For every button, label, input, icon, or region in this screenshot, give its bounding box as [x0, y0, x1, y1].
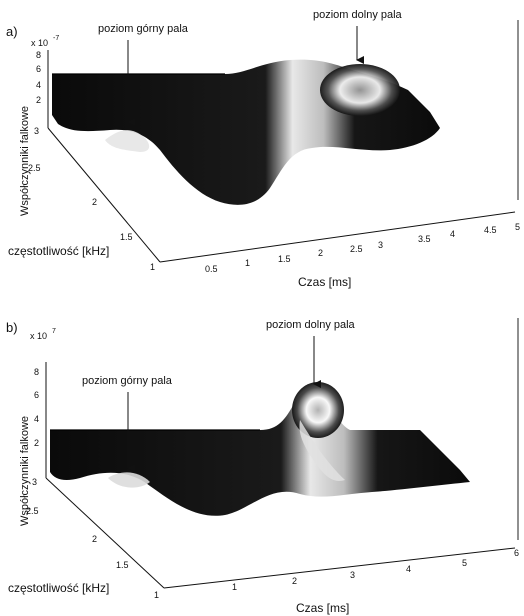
panel-b-ztick-6: 6: [34, 390, 39, 400]
panel-b-ttick-5: 5: [462, 558, 467, 568]
panel-a-exponent-power: -7: [53, 35, 59, 42]
panel-b-ztick-4: 4: [34, 414, 39, 424]
panel-a-ztick-4: 4: [36, 80, 41, 90]
panel-a-ftick-2-5: 2.5: [28, 163, 41, 173]
panel-a-annotation-lower: poziom dolny pala: [313, 9, 403, 21]
panel-b-surface: [50, 389, 470, 516]
panel-b-ztick-8: 8: [34, 367, 39, 377]
panel-b-letter: b): [6, 320, 18, 335]
panel-b-exponent: x 10: [30, 331, 47, 341]
panel-b-time-label: Czas [ms]: [296, 601, 349, 615]
panel-a-ttick-0-5: 0.5: [205, 264, 218, 274]
panel-a-ttick-4: 4: [450, 229, 455, 239]
panel-a-annotation-upper: poziom górny pala: [98, 23, 189, 35]
panel-b-annotation-upper: poziom górny pala: [82, 375, 173, 387]
panel-a-letter: a): [6, 24, 18, 39]
panel-b-annotation-lower: poziom dolny pala: [266, 319, 356, 331]
panel-a-ftick-2: 2: [92, 197, 97, 207]
panel-a-ttick-2-5: 2.5: [350, 244, 363, 254]
panel-a-ttick-3: 3: [378, 240, 383, 250]
panel-a-ztick-8: 8: [36, 50, 41, 60]
panel-a-ztick-6: 6: [36, 64, 41, 74]
panel-b-ylabel: Współczynniki falkowe: [19, 416, 31, 526]
panel-b-ftick-2-5: 2.5: [26, 506, 39, 516]
panel-b-ttick-4: 4: [406, 564, 411, 574]
panel-b-freq-label: częstotliwość [kHz]: [8, 581, 109, 595]
panel-a-ttick-4-5: 4.5: [484, 225, 497, 235]
panel-b-ftick-3: 3: [32, 477, 37, 487]
panel-b-ztick-2: 2: [34, 438, 39, 448]
panel-b-ttick-3: 3: [350, 570, 355, 580]
panel-b-ftick-1: 1: [154, 590, 159, 600]
panel-a-ttick-3-5: 3.5: [418, 234, 431, 244]
panel-b-exponent-power: 7: [52, 328, 56, 335]
panel-a-ftick-1: 1: [150, 262, 155, 272]
panel-a-ftick-3: 3: [34, 126, 39, 136]
panel-b-ttick-2: 2: [292, 576, 297, 586]
panel-a-ttick-2: 2: [318, 248, 323, 258]
panel-b-ftick-2: 2: [92, 534, 97, 544]
panel-b-ttick-6: 6: [514, 548, 519, 558]
panel-a-ttick-1: 1: [245, 258, 250, 268]
panel-a-time-label: Czas [ms]: [298, 275, 351, 289]
panel-b-ttick-1: 1: [232, 582, 237, 592]
panel-b: b) x 10 7 8 6 4 2 Współczynniki falkowe …: [6, 318, 519, 615]
panel-b-ftick-1-5: 1.5: [116, 560, 129, 570]
panel-a-exponent: x 10: [31, 38, 48, 48]
panel-a-ztick-2: 2: [36, 95, 41, 105]
panel-a-ttick-5: 5: [515, 222, 520, 232]
panel-a-freq-label: częstotliwość [kHz]: [8, 244, 109, 258]
panel-a-ylabel: Współczynniki falkowe: [19, 106, 31, 216]
panel-a-ttick-1-5: 1.5: [278, 254, 291, 264]
panel-a: a) x 10 -7 8 6 4 2 Współczynniki falkowe…: [6, 9, 520, 289]
panel-a-ftick-1-5: 1.5: [120, 232, 133, 242]
